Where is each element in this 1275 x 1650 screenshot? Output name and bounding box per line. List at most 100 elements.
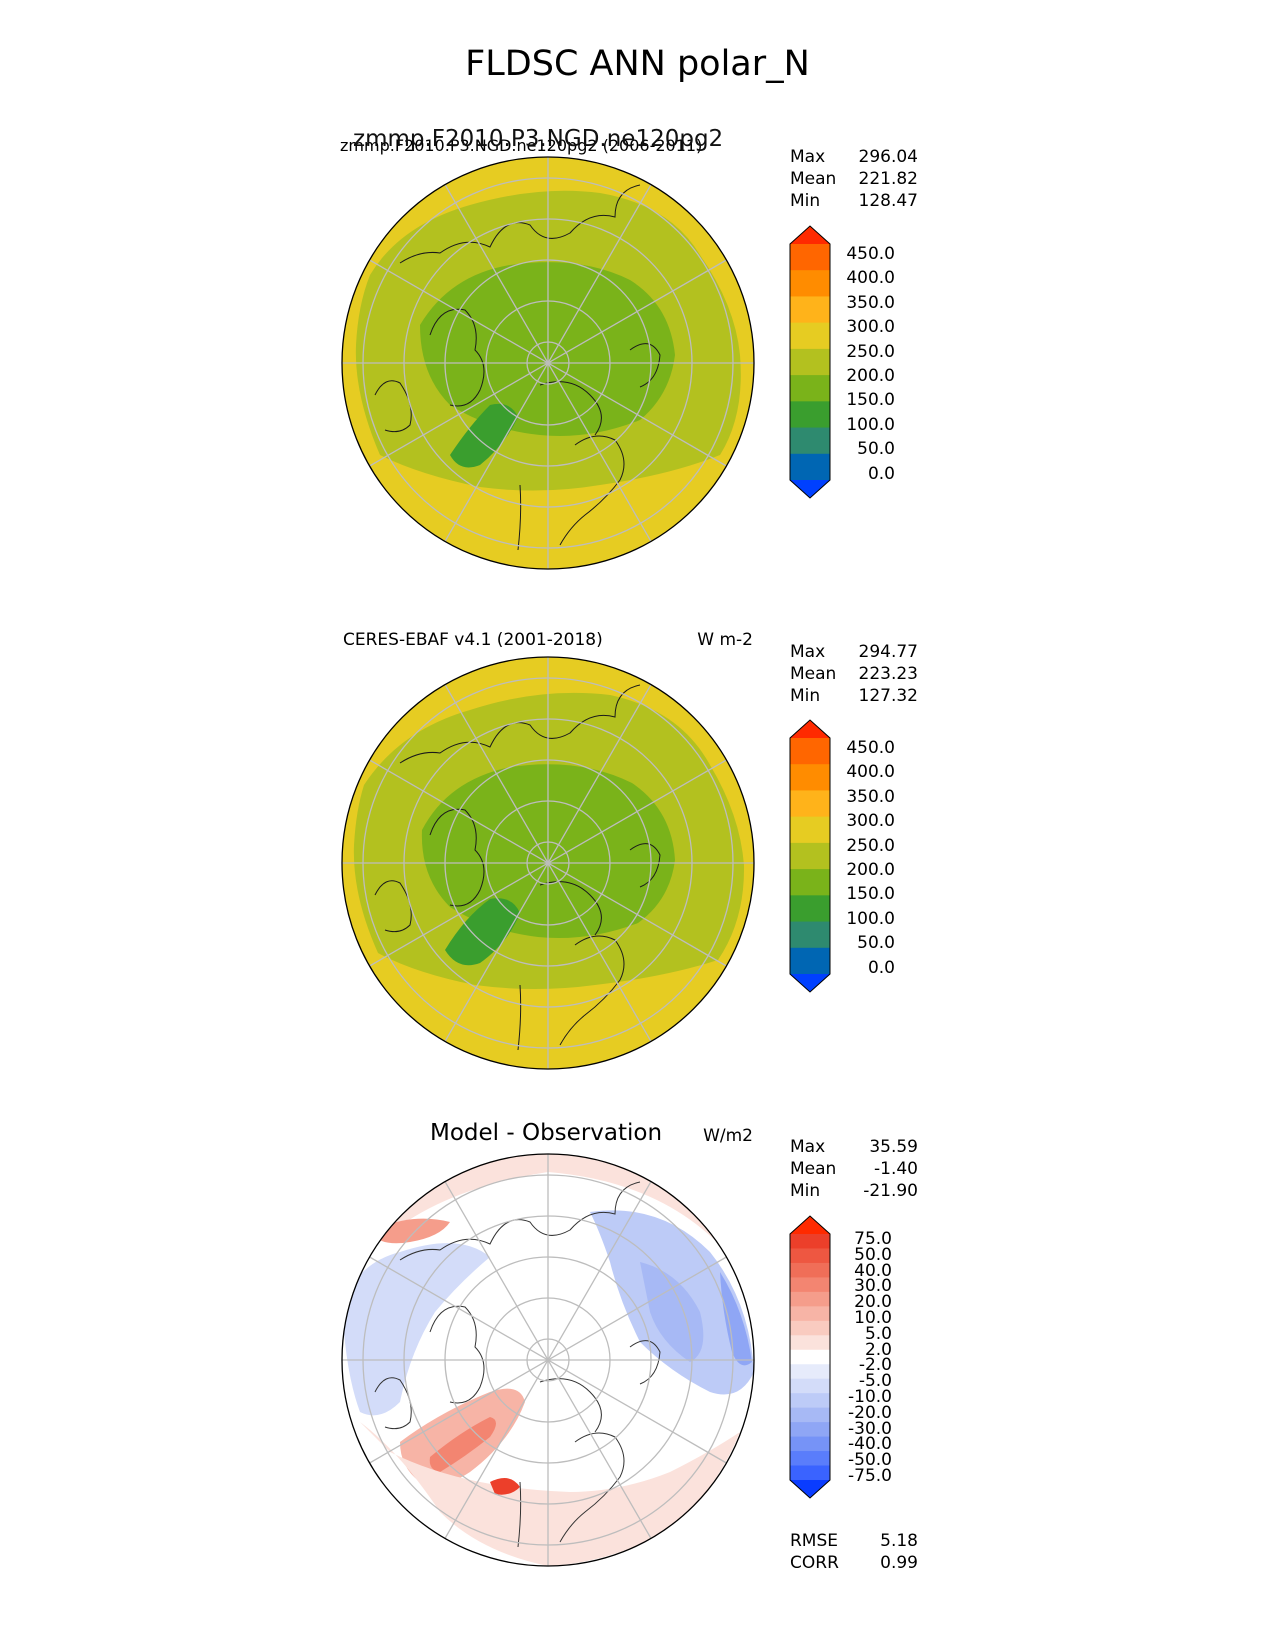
colorbar-tick-label: -50.0 xyxy=(848,1450,892,1471)
colorbar-tick-label: 20.0 xyxy=(854,1292,892,1313)
colorbar-tick-label: 200.0 xyxy=(846,366,895,386)
colorbar-tick-label: 0.0 xyxy=(867,957,895,978)
colorbar-swatch xyxy=(790,790,830,818)
colorbar-swatch xyxy=(790,869,830,896)
colorbar-swatch xyxy=(790,1465,830,1481)
colorbar-swatch xyxy=(790,895,830,923)
colorbar-swatch xyxy=(790,1262,830,1278)
panel2-title-left: CERES-EBAF v4.1 (2001-2018) xyxy=(343,630,603,650)
colorbar-tick-label: 30.0 xyxy=(854,1276,892,1297)
colorbar-tick-label: -40.0 xyxy=(848,1434,892,1455)
colorbar-tick-label: 2.0 xyxy=(864,1339,892,1360)
colorbar-outline xyxy=(789,225,831,499)
colorbar-extend-max xyxy=(790,226,830,244)
colorbar-swatch xyxy=(790,1335,830,1351)
colorbar-swatch xyxy=(790,270,830,297)
colorbar-extend-max xyxy=(790,1216,830,1234)
colorbar-swatch xyxy=(790,921,830,949)
figure-title: FLDSC ANN polar_N xyxy=(465,44,810,84)
panel3-title-center: Model - Observation xyxy=(430,1120,663,1146)
colorbar-swatch xyxy=(790,348,830,376)
colorbar-swatch xyxy=(790,244,830,271)
colorbar-tick-label: -2.0 xyxy=(858,1355,892,1376)
colorbar-tick-label: 450.0 xyxy=(846,738,895,758)
colorbar-swatch xyxy=(790,1364,830,1380)
panel2-colorbar xyxy=(789,719,831,993)
panel1-colorbar xyxy=(789,225,831,499)
colorbar-tick-label: 10.0 xyxy=(854,1308,892,1328)
panel1-greenland-low xyxy=(450,403,518,468)
colorbar-tick-label: 250.0 xyxy=(846,835,895,856)
colorbar-tick-label: 200.0 xyxy=(846,860,895,880)
colorbar-extend-min xyxy=(790,1480,830,1498)
colorbar-swatch xyxy=(790,1407,830,1423)
colorbar-outline xyxy=(789,1215,831,1499)
colorbar-swatch xyxy=(790,1393,830,1409)
panel3-polar-map xyxy=(341,1153,755,1567)
colorbar-swatch xyxy=(790,1234,830,1249)
colorbar-tick-label: 50.0 xyxy=(857,439,895,460)
colorbar-swatch xyxy=(790,738,830,765)
colorbar-tick-label: 300.0 xyxy=(846,317,895,338)
colorbar-tick-label: 350.0 xyxy=(846,292,895,313)
colorbar-swatch xyxy=(790,1248,830,1264)
colorbar-swatch xyxy=(790,1422,830,1438)
panel3-south-pos xyxy=(360,1422,740,1566)
colorbar-tick-label: 450.0 xyxy=(846,244,895,264)
colorbar-tick-label: 150.0 xyxy=(846,390,895,411)
colorbar-swatch xyxy=(790,842,830,870)
panel3-east-neg-strong xyxy=(640,1262,704,1362)
colorbar-tick-label: -30.0 xyxy=(848,1418,892,1439)
colorbar-swatch xyxy=(790,1306,830,1322)
colorbar-swatch xyxy=(790,816,830,844)
panel1-polar-map xyxy=(341,156,755,570)
panel3-units: W/m2 xyxy=(703,1126,753,1146)
colorbar-swatch xyxy=(790,1349,830,1365)
colorbar-tick-label: 75.0 xyxy=(854,1229,892,1249)
colorbar-tick-label: 350.0 xyxy=(846,786,895,807)
colorbar-swatch xyxy=(790,401,830,429)
colorbar-swatch xyxy=(790,375,830,402)
colorbar-swatch xyxy=(790,1378,830,1394)
colorbar-extend-min xyxy=(790,974,830,992)
colorbar-swatch xyxy=(790,322,830,350)
panel1-stats: Max 296.04 Mean 221.82 Min 128.47 xyxy=(790,147,918,211)
colorbar-swatch xyxy=(790,427,830,455)
colorbar-tick-label: -10.0 xyxy=(848,1387,892,1407)
panel3-stats: Max 35.59 Mean -1.40 Min -21.90 xyxy=(790,1137,918,1201)
colorbar-swatch xyxy=(790,296,830,324)
colorbar-tick-label: 150.0 xyxy=(846,884,895,905)
colorbar-swatch xyxy=(790,453,830,481)
colorbar-tick-label: -5.0 xyxy=(858,1371,892,1392)
panel3-colorbar xyxy=(789,1215,831,1499)
colorbar-tick-label: 5.0 xyxy=(864,1323,892,1344)
colorbar-tick-label: -20.0 xyxy=(848,1402,892,1423)
colorbar-swatch xyxy=(790,1277,830,1293)
colorbar-tick-label: 250.0 xyxy=(846,341,895,362)
colorbar-swatch xyxy=(790,1320,830,1336)
colorbar-tick-label: -75.0 xyxy=(848,1466,892,1486)
panel2-polar-map xyxy=(341,656,755,1070)
panel3-metrics: RMSE 5.18 CORR 0.99 xyxy=(790,1531,918,1573)
colorbar-tick-label: 40.0 xyxy=(854,1260,892,1281)
colorbar-extend-max xyxy=(790,720,830,738)
colorbar-extend-min xyxy=(790,480,830,498)
colorbar-tick-label: 400.0 xyxy=(846,762,895,783)
panel2-units: W m-2 xyxy=(697,630,753,650)
colorbar-swatch xyxy=(790,1436,830,1452)
colorbar-tick-label: 50.0 xyxy=(854,1244,892,1265)
panel2-greenland-low xyxy=(445,898,520,966)
colorbar-tick-label: 50.0 xyxy=(857,933,895,954)
panel1-title-left: zmmp.F2010.P3.NGD.ne120pg2 (2006-2011) xyxy=(340,136,703,155)
colorbar-swatch xyxy=(790,947,830,975)
colorbar-swatch xyxy=(790,1291,830,1307)
colorbar-tick-label: 100.0 xyxy=(846,908,895,929)
colorbar-tick-label: 300.0 xyxy=(846,811,895,832)
colorbar-tick-label: 0.0 xyxy=(867,463,895,484)
colorbar-tick-label: 100.0 xyxy=(846,414,895,435)
colorbar-outline xyxy=(789,719,831,993)
panel2-stats: Max 294.77 Mean 223.23 Min 127.32 xyxy=(790,642,918,706)
panel1-title-center: zmmp.F2010.P3.NGD.ne120pg2 xyxy=(353,126,724,152)
colorbar-swatch xyxy=(790,1451,830,1467)
colorbar-tick-label: 400.0 xyxy=(846,268,895,289)
